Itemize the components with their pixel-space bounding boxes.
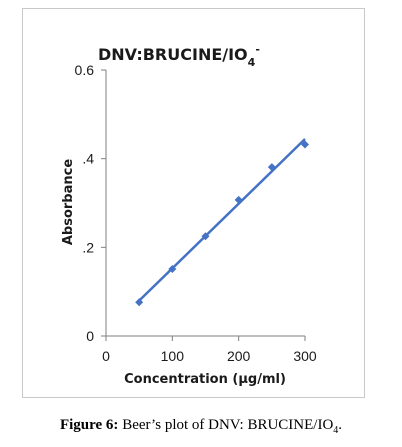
data-point-marker	[234, 195, 243, 204]
tick-labels: 0 100 200 300 0 .2 .4 0.6	[75, 62, 317, 364]
data-point-marker	[201, 232, 210, 241]
data-points	[135, 140, 309, 307]
x-axis-label: Concentration (µg/ml)	[124, 372, 286, 387]
data-point-marker	[135, 298, 144, 307]
chart-title-text: DNV:BRUCINE/IO	[98, 45, 248, 64]
chart-title-subscript: 4	[248, 56, 256, 69]
data-point-marker	[267, 163, 276, 172]
y-tick-label: .2	[82, 239, 94, 255]
caption-text: Beer’s plot of DNV: BRUCINE/IO	[122, 417, 334, 433]
beers-plot-chart: DNV:BRUCINE/IO4- 0 100 200 300 0 .2 .4 0.6 Conc…	[61, 43, 317, 387]
chart-frame	[22, 8, 365, 398]
y-axis-label: Absorbance	[61, 159, 76, 245]
caption-end: .	[338, 417, 343, 433]
chart-title: DNV:BRUCINE/IO4-	[98, 43, 260, 69]
chart-title-superscript: -	[255, 43, 260, 56]
x-tick-label: 0	[102, 348, 110, 364]
y-tick-label: .4	[82, 151, 94, 167]
axes	[101, 69, 306, 341]
data-point-marker	[168, 265, 177, 274]
y-tick-label: 0	[86, 328, 94, 344]
trendline	[138, 138, 306, 302]
y-tick-label: 0.6	[75, 62, 95, 78]
caption-subscript: 4	[333, 425, 339, 436]
x-tick-label: 300	[293, 348, 317, 364]
trendline-line	[138, 138, 306, 302]
x-tick-label: 200	[227, 348, 251, 364]
x-tick-label: 100	[161, 348, 185, 364]
figure-caption: Figure 6: Beer’s plot of DNV: BRUCINE/IO…	[0, 417, 402, 436]
data-point-marker	[301, 140, 309, 149]
caption-label: Figure 6:	[59, 417, 119, 433]
